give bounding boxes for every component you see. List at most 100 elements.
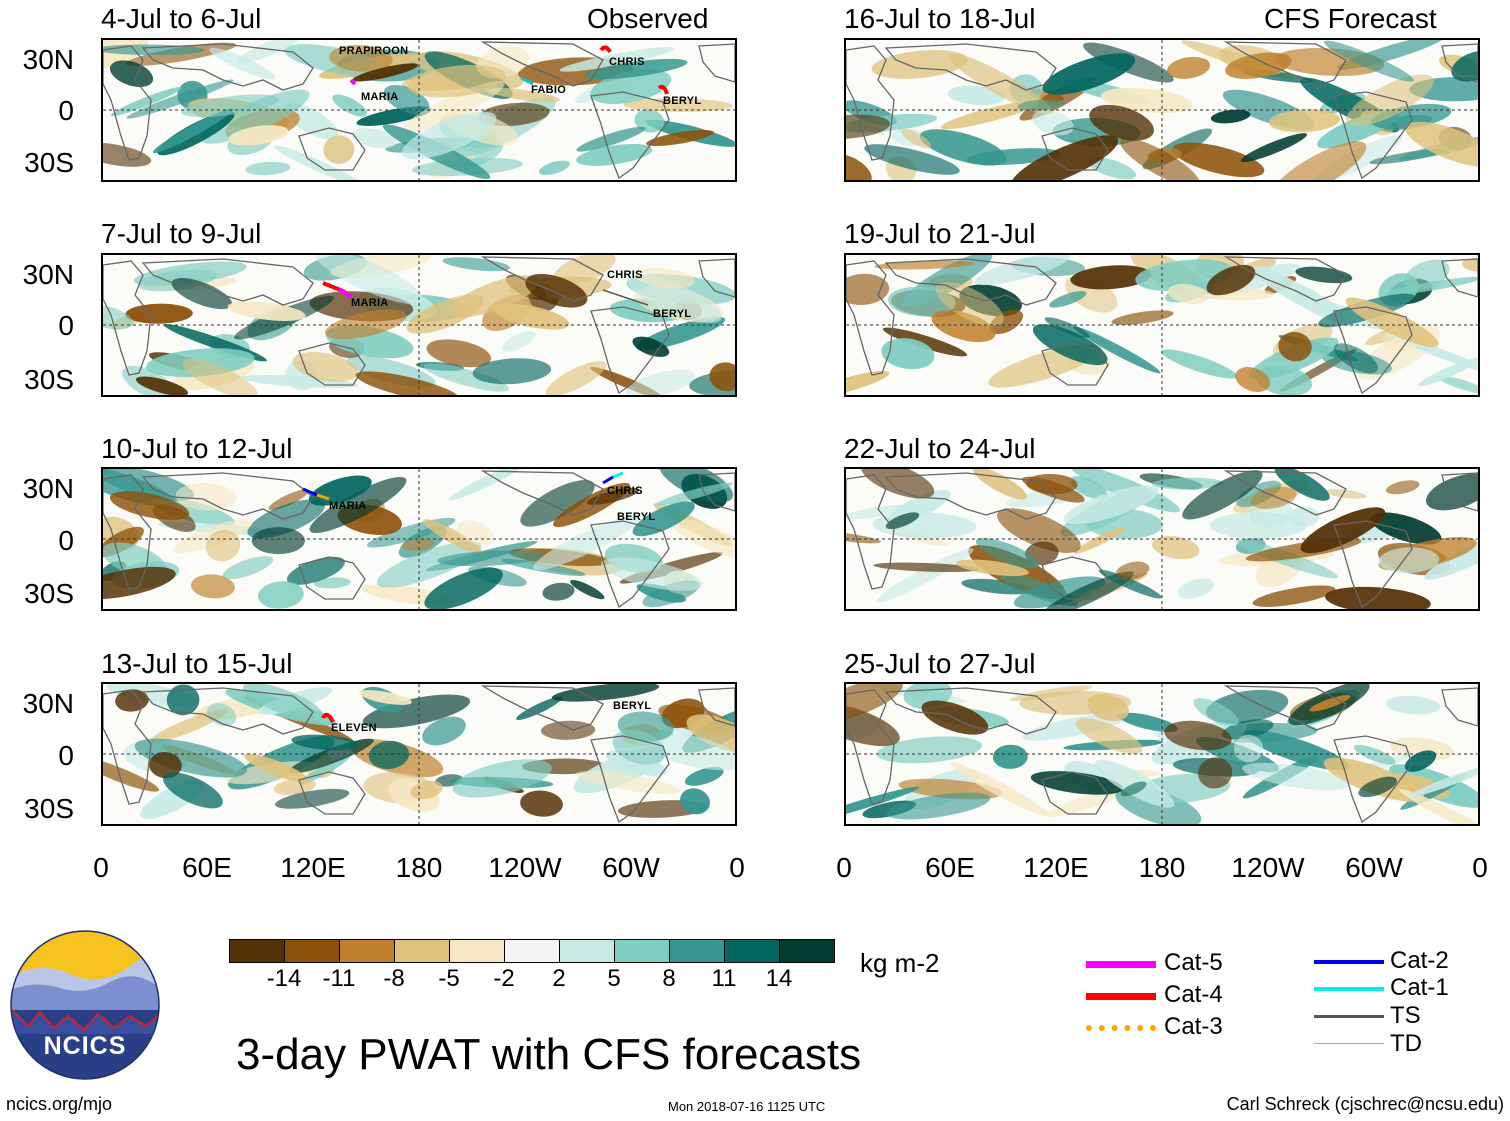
pwat-anomaly-blob (1021, 712, 1130, 741)
pwat-anomaly-blob (313, 577, 351, 589)
lon-label-0: 0 (93, 852, 109, 883)
coastline (884, 258, 1057, 306)
pwat-anomaly-blob (206, 703, 237, 727)
pwat-anomaly-blob (1233, 734, 1264, 763)
website-link[interactable]: ncics.org/mjo (6, 1094, 113, 1114)
map-panel-observed-3: MARIA CHRIS BERYL (101, 467, 737, 611)
pwat-anomaly-blob (627, 274, 722, 323)
pwat-anomaly-blob (1325, 586, 1431, 609)
pwat-anomaly-blob (570, 579, 605, 600)
legend-label-cat5: Cat-5 (1164, 949, 1223, 976)
pwat-anomaly-blob (1073, 326, 1161, 374)
pwat-anomaly-blob (1251, 267, 1357, 327)
panel-title: 13-Jul to 15-Jul (101, 648, 293, 679)
pwat-field (846, 684, 1478, 824)
pwat-anomaly-blob (1182, 470, 1263, 520)
pwat-anomaly-blob (632, 336, 670, 357)
pwat-anomaly-blob (1073, 526, 1127, 554)
pwat-anomaly-blob (332, 94, 368, 117)
colorbar-swatch (615, 940, 670, 962)
pwat-anomaly-blob (323, 135, 355, 164)
pwat-anomaly-blob (1288, 506, 1320, 527)
storm-label: BERYL (617, 511, 656, 523)
legend-swatch-cat4 (1086, 993, 1156, 1000)
pwat-anomaly-blob (601, 557, 703, 591)
pwat-anomaly-blob (516, 696, 563, 721)
pwat-anomaly-blob (1370, 512, 1442, 545)
pwat-anomaly-blob (175, 482, 237, 511)
pwat-anomaly-blob (376, 541, 482, 588)
legend-swatch-cat3 (1086, 1025, 1156, 1031)
pwat-field (846, 255, 1478, 395)
pwat-anomaly-blob (901, 129, 932, 149)
lon-label-60e: 60E (182, 852, 232, 883)
pwat-anomaly-blob (684, 766, 724, 786)
lon-label-60w: 60W (602, 852, 660, 883)
coastline (1441, 258, 1478, 298)
lon-label-0-end: 0 (1472, 852, 1488, 883)
pwat-anomaly-blob (109, 60, 154, 87)
pwat-anomaly-blob (1209, 512, 1307, 539)
pwat-anomaly-blob (1250, 486, 1297, 509)
lon-label-0: 0 (836, 852, 852, 883)
colorbar-tick-label: -2 (493, 965, 515, 992)
pwat-anomaly-blob (846, 114, 890, 140)
pwat-field (103, 469, 735, 609)
colorbar-swatch (725, 940, 780, 962)
lon-label-60e: 60E (925, 852, 975, 883)
pwat-anomaly-blob (401, 538, 435, 551)
coastline (480, 256, 604, 302)
pwat-anomaly-blob (846, 786, 920, 823)
pwat-anomaly-blob (291, 734, 359, 751)
legend-swatch-ts (1314, 1015, 1384, 1018)
pwat-anomaly-blob (949, 53, 1053, 115)
pwat-anomaly-blob (426, 339, 492, 368)
coastline (480, 41, 604, 87)
pwat-anomaly-blob (1438, 376, 1478, 394)
pwat-anomaly-blob (401, 111, 497, 160)
coastline (590, 520, 670, 609)
pwat-anomaly-blob (975, 255, 1071, 286)
pwat-anomaly-blob (273, 778, 317, 795)
pwat-anomaly-blob (1044, 317, 1090, 339)
lat-label-30n: 30N (22, 44, 74, 75)
pwat-anomaly-blob (274, 788, 350, 809)
legend-label-cat4: Cat-4 (1164, 981, 1223, 1008)
pwat-anomaly-blob (634, 267, 695, 289)
pwat-anomaly-blob (227, 301, 306, 321)
pwat-field (103, 40, 735, 180)
pwat-anomaly-blob (422, 519, 482, 554)
pwat-anomaly-blob (1042, 53, 1136, 95)
pwat-anomaly-blob (1399, 788, 1478, 824)
lon-label-180: 180 (395, 852, 443, 883)
pwat-anomaly-blob (244, 753, 309, 783)
lat-label-30n: 30N (22, 473, 74, 504)
pwat-anomaly-blob (423, 363, 510, 392)
pwat-anomaly-blob (846, 703, 900, 747)
coastline (1223, 685, 1347, 731)
lat-label-30s: 30S (24, 364, 74, 395)
pwat-anomaly-blob (1462, 258, 1478, 272)
pwat-anomaly-blob (1197, 757, 1233, 789)
pwat-anomaly-blob (472, 358, 552, 385)
storm-label: CHRIS (607, 269, 643, 281)
pwat-anomaly-blob (222, 556, 274, 580)
pwat-anomaly-blob (1405, 121, 1478, 167)
pwat-anomaly-blob (109, 491, 190, 520)
colorbar-swatch (780, 940, 834, 962)
coastline (1333, 91, 1413, 180)
pwat-anomaly-blob (134, 738, 248, 778)
pwat-anomaly-blob (881, 338, 935, 370)
pwat-anomaly-blob (1270, 141, 1367, 180)
pwat-anomaly-blob (846, 684, 903, 723)
logo-graphic (10, 930, 160, 1080)
pwat-anomaly-blob (623, 98, 733, 112)
pwat-anomaly-blob (1235, 367, 1271, 392)
map-panel-observed-1: PRAPIROON MARIA FABIO CHRIS BERYL (101, 38, 737, 182)
colorbar-swatch (670, 940, 725, 962)
pwat-anomaly-blob (873, 562, 980, 573)
coastline (1333, 520, 1413, 609)
pwat-anomaly-blob (1115, 561, 1150, 581)
pwat-anomaly-blob (1324, 489, 1368, 499)
pwat-anomaly-blob (886, 792, 991, 820)
